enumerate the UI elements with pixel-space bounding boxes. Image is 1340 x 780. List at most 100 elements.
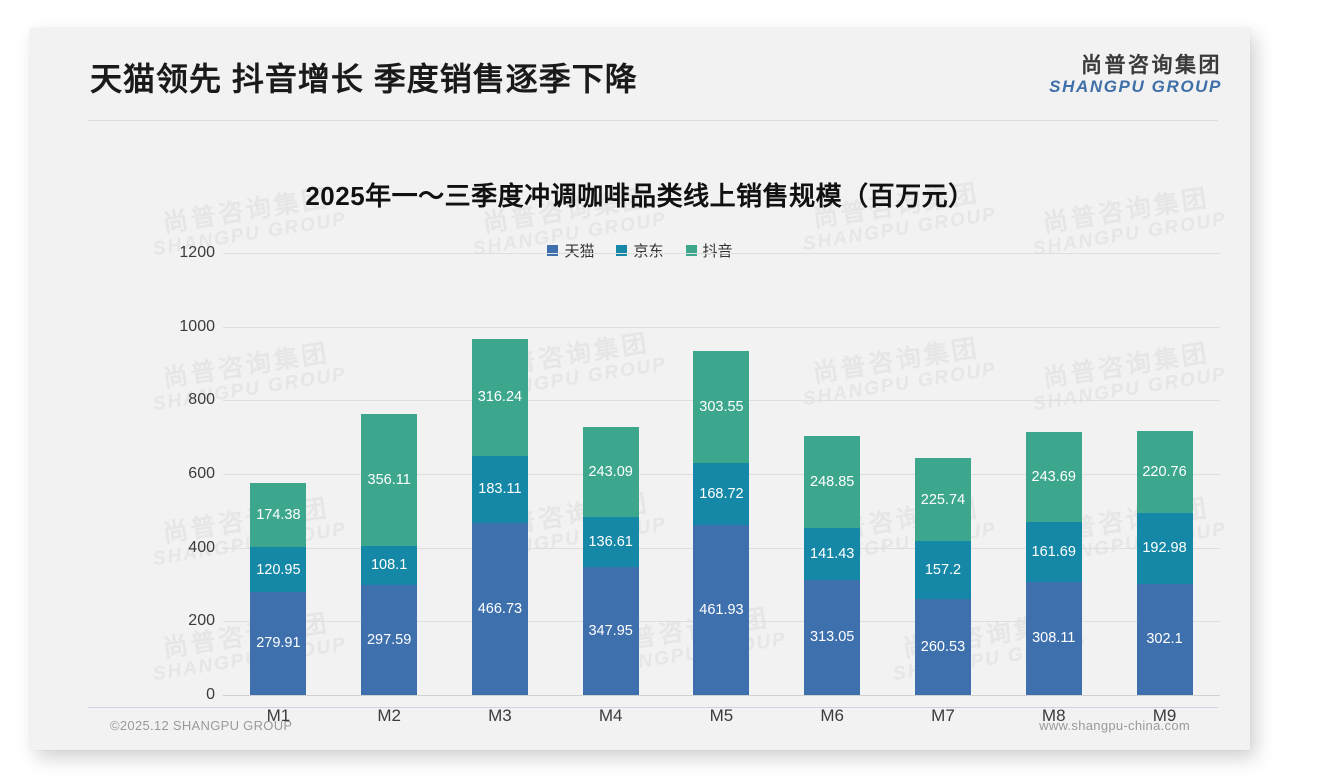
bar-segment-抖音[interactable]: 243.69 xyxy=(1025,432,1082,522)
x-axis-tick-label: M7 xyxy=(931,706,955,725)
slide-card: 尚普咨询集团 SHANGPU GROUP 尚普咨询集团 SHANGPU GROUP 尚普… xyxy=(30,28,1250,750)
x-axis-tick-label: M1 xyxy=(266,706,291,725)
bar-segment-天猫[interactable]: 461.93 xyxy=(693,524,750,695)
logo-chinese-text: 尚普咨询集团 xyxy=(1081,54,1222,77)
legend-item-天猫[interactable]: 天猫 xyxy=(547,240,594,261)
bar-value-label: 192.98 xyxy=(1142,540,1187,557)
footer-copyright: ©2025.12 SHANGPU GROUP xyxy=(110,718,293,733)
bar-segment-京东[interactable]: 157.2 xyxy=(914,541,971,600)
bar-value-label: 356.11 xyxy=(367,472,411,488)
bar-value-label: 168.72 xyxy=(699,485,744,502)
bar-value-label: 466.73 xyxy=(477,601,523,618)
bar-stack: 220.76 192.98 302.1 xyxy=(1136,431,1193,695)
bar-stack: 316.24 183.11 466.73 xyxy=(471,339,528,695)
bar-value-label: 316.24 xyxy=(477,389,523,406)
bar-segment-京东[interactable]: 108.1 xyxy=(361,545,418,586)
bar-value-label: 260.53 xyxy=(920,639,966,656)
bar-segment-抖音[interactable]: 243.09 xyxy=(582,427,639,517)
bar-value-label: 220.76 xyxy=(1142,464,1187,480)
footer-website[interactable]: www.shangpu-china.com xyxy=(1039,718,1190,733)
bar-value-label: 225.74 xyxy=(920,491,966,508)
bar-value-label: 248.85 xyxy=(810,473,855,490)
bar-segment-天猫[interactable]: 347.95 xyxy=(582,566,639,695)
chart-legend: 天猫 京东 抖音 xyxy=(30,240,1250,261)
bar-stack: 303.55 168.72 461.93 xyxy=(693,350,750,695)
y-axis-tick-label: 400 xyxy=(188,538,215,556)
bar-segment-京东[interactable]: 141.43 xyxy=(804,527,861,580)
gridline xyxy=(223,326,1220,328)
bar-segment-天猫[interactable]: 297.59 xyxy=(361,585,418,695)
bar-value-label: 308.11 xyxy=(1032,630,1076,647)
bar-segment-京东[interactable]: 192.98 xyxy=(1136,512,1193,584)
bar-value-label: 461.93 xyxy=(699,601,744,618)
bar-value-label: 120.95 xyxy=(256,561,301,578)
bar-segment-京东[interactable]: 161.69 xyxy=(1025,521,1082,582)
legend-item-抖音[interactable]: 抖音 xyxy=(685,240,733,261)
y-axis-tick-label: 800 xyxy=(188,391,215,409)
bar-column-M8[interactable]: 243.69 161.69 308.11 xyxy=(1004,253,1104,695)
bar-column-M9[interactable]: 220.76 192.98 302.1 xyxy=(1115,253,1215,695)
bar-column-M1[interactable]: 174.38 120.95 279.91 xyxy=(228,253,328,695)
bar-column-M7[interactable]: 225.74 157.2 260.53 xyxy=(893,253,993,695)
legend-label: 天猫 xyxy=(564,243,595,260)
bar-column-M4[interactable]: 243.09 136.61 347.95 xyxy=(561,253,661,695)
bar-segment-抖音[interactable]: 316.24 xyxy=(471,339,528,456)
x-axis-labels: M1 M2 M3 M4 M5 M6 M7 M8 M9 xyxy=(223,701,1220,731)
bar-segment-京东[interactable]: 120.95 xyxy=(250,547,307,592)
footer-divider xyxy=(88,707,1218,708)
bar-segment-京东[interactable]: 183.11 xyxy=(471,455,528,524)
x-axis-tick-label: M4 xyxy=(598,706,623,725)
bar-value-label: 302.1 xyxy=(1146,631,1183,648)
bar-segment-天猫[interactable]: 260.53 xyxy=(914,599,971,695)
x-axis-tick-label: M6 xyxy=(820,706,845,725)
chart-bars: 174.38 120.95 279.91 356.11 108.1 297.59 316.2… xyxy=(223,253,1220,695)
legend-item-京东[interactable]: 京东 xyxy=(616,240,664,261)
bar-segment-天猫[interactable]: 308.11 xyxy=(1025,581,1082,695)
bar-column-M5[interactable]: 303.55 168.72 461.93 xyxy=(671,253,771,695)
bar-value-label: 161.69 xyxy=(1031,543,1076,560)
bar-column-M2[interactable]: 356.11 108.1 297.59 xyxy=(339,253,439,695)
y-axis-tick-label: 600 xyxy=(188,465,215,482)
bar-segment-抖音[interactable]: 220.76 xyxy=(1136,431,1193,513)
bar-value-label: 136.61 xyxy=(588,533,633,550)
legend-swatch-icon xyxy=(685,245,697,256)
y-axis-tick-label: 1000 xyxy=(179,317,215,335)
bar-stack: 225.74 157.2 260.53 xyxy=(914,458,971,695)
gridline xyxy=(223,695,1220,696)
bar-value-label: 243.09 xyxy=(588,463,633,480)
chart-title: 2025年一～三季度冲调咖啡品类线上销售规模（百万元） xyxy=(305,181,975,211)
bar-segment-京东[interactable]: 136.61 xyxy=(582,516,639,567)
y-axis-tick-label: 1200 xyxy=(179,244,215,261)
bar-value-label: 347.95 xyxy=(588,622,633,639)
bar-value-label: 303.55 xyxy=(699,398,744,415)
bar-stack: 243.69 161.69 308.11 xyxy=(1025,432,1082,695)
bar-segment-抖音[interactable]: 174.38 xyxy=(250,483,307,548)
bar-segment-京东[interactable]: 168.72 xyxy=(693,462,750,525)
legend-swatch-icon xyxy=(616,245,628,256)
x-axis-tick-label: M5 xyxy=(709,706,734,725)
page-title: 天猫领先 抖音增长 季度销售逐季下降 xyxy=(90,61,638,97)
bar-segment-天猫[interactable]: 302.1 xyxy=(1136,583,1193,695)
bar-segment-抖音[interactable]: 303.55 xyxy=(693,350,750,463)
y-axis-tick-label: 200 xyxy=(188,612,215,630)
x-axis-tick-label: M3 xyxy=(488,706,512,725)
bar-column-M6[interactable]: 248.85 141.43 313.05 xyxy=(782,253,882,695)
bar-segment-天猫[interactable]: 313.05 xyxy=(804,579,861,695)
x-axis-tick-label: M9 xyxy=(1152,706,1177,725)
company-logo: 尚普咨询集团 SHANGPU GROUP xyxy=(1049,54,1222,97)
bar-value-label: 141.43 xyxy=(810,545,855,562)
gridline xyxy=(223,253,1220,254)
bar-value-label: 157.2 xyxy=(924,562,962,579)
bar-segment-天猫[interactable]: 279.91 xyxy=(250,591,307,695)
bar-value-label: 183.11 xyxy=(478,481,522,498)
bar-value-label: 108.1 xyxy=(370,557,408,574)
bar-segment-抖音[interactable]: 225.74 xyxy=(914,458,971,542)
bar-column-M3[interactable]: 316.24 183.11 466.73 xyxy=(450,253,550,695)
bar-segment-天猫[interactable]: 466.73 xyxy=(471,523,528,695)
legend-swatch-icon xyxy=(547,245,559,256)
legend-label: 抖音 xyxy=(702,243,733,260)
bar-segment-抖音[interactable]: 248.85 xyxy=(804,435,861,528)
bar-segment-抖音[interactable]: 356.11 xyxy=(361,414,418,546)
slide-header: 天猫领先 抖音增长 季度销售逐季下降 尚普咨询集团 SHANGPU GROUP xyxy=(30,28,1250,120)
